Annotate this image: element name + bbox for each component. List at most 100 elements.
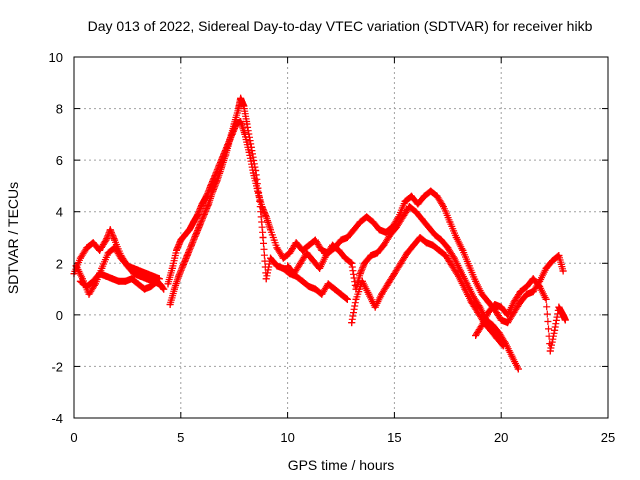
x-axis-label: GPS time / hours (288, 457, 395, 473)
data-point (329, 241, 336, 249)
data-point (149, 272, 157, 280)
data-point (247, 143, 255, 151)
data-point (504, 311, 512, 319)
data-point (324, 280, 332, 288)
data-point (384, 280, 392, 288)
data-point (177, 236, 185, 244)
data-point (222, 151, 230, 159)
data-point (478, 290, 486, 298)
data-point (130, 264, 138, 272)
series-markers (348, 234, 507, 350)
data-point (200, 210, 208, 218)
data-point (418, 215, 426, 223)
data-point (115, 277, 123, 285)
data-point (76, 254, 84, 262)
data-point (106, 226, 114, 234)
data-point (164, 280, 172, 288)
plot-frame (73, 56, 609, 419)
data-point (352, 295, 360, 303)
data-point (516, 298, 524, 306)
data-point (399, 213, 407, 221)
data-point (450, 254, 458, 262)
data-point (474, 308, 482, 316)
data-point (240, 102, 248, 110)
data-point (363, 213, 371, 221)
data-point (348, 319, 356, 327)
data-point (431, 231, 439, 239)
data-point (425, 223, 433, 231)
data-point (160, 285, 168, 293)
y-tick-label: 10 (49, 50, 63, 65)
data-point (397, 259, 405, 267)
data-point (452, 234, 460, 241)
data-point (259, 234, 267, 241)
data-point (476, 303, 484, 311)
y-tick-label: 0 (56, 308, 63, 323)
data-point (341, 254, 349, 262)
data-point (559, 267, 567, 275)
x-tick-label: 15 (387, 430, 401, 445)
data-point (542, 295, 550, 303)
data-point (318, 246, 326, 254)
data-point (461, 285, 469, 293)
data-point (446, 218, 454, 226)
data-point (267, 254, 274, 262)
data-point (217, 164, 225, 172)
data-point (416, 234, 424, 241)
data-point (472, 277, 480, 285)
data-point (444, 244, 452, 252)
data-point (410, 241, 418, 249)
data-point (311, 236, 319, 244)
data-point (472, 332, 480, 339)
data-point (175, 272, 183, 280)
data-point (296, 259, 304, 267)
data-point (378, 290, 386, 298)
data-point (358, 277, 366, 285)
data-point (546, 347, 554, 355)
data-points (70, 94, 569, 373)
data-point (465, 262, 473, 270)
series-trace-5 (166, 94, 351, 308)
data-point (365, 290, 373, 298)
data-point (121, 277, 129, 285)
data-point (185, 226, 193, 234)
data-point (168, 264, 176, 272)
data-point (181, 231, 189, 239)
data-point (499, 342, 507, 350)
data-point (173, 246, 180, 254)
data-point (561, 316, 569, 324)
series-markers (284, 203, 522, 373)
data-point (491, 301, 499, 308)
data-point (555, 303, 563, 311)
data-point (136, 267, 144, 275)
data-point (420, 192, 428, 200)
data-point (408, 192, 415, 200)
data-point (237, 94, 245, 102)
data-point (299, 246, 307, 254)
y-tick-label: 6 (56, 153, 63, 168)
data-point (442, 252, 450, 259)
data-point (371, 303, 379, 311)
data-point (390, 270, 398, 278)
data-point (386, 231, 394, 239)
data-point (267, 226, 274, 234)
y-tick-label: 4 (56, 205, 63, 220)
data-point (96, 246, 104, 254)
data-point (497, 316, 505, 324)
data-point (305, 283, 313, 290)
data-point (510, 298, 518, 306)
x-tick-label: 10 (280, 430, 294, 445)
data-point (356, 218, 364, 226)
data-point (316, 264, 324, 272)
data-point (427, 187, 435, 195)
data-point (405, 203, 413, 211)
data-point (273, 244, 281, 252)
data-point (83, 244, 91, 252)
data-point (192, 231, 200, 239)
data-point (104, 249, 112, 257)
axis-ticks (73, 56, 609, 419)
data-point (375, 226, 383, 234)
data-point (322, 252, 330, 259)
data-point (196, 221, 204, 229)
data-point (262, 275, 270, 283)
